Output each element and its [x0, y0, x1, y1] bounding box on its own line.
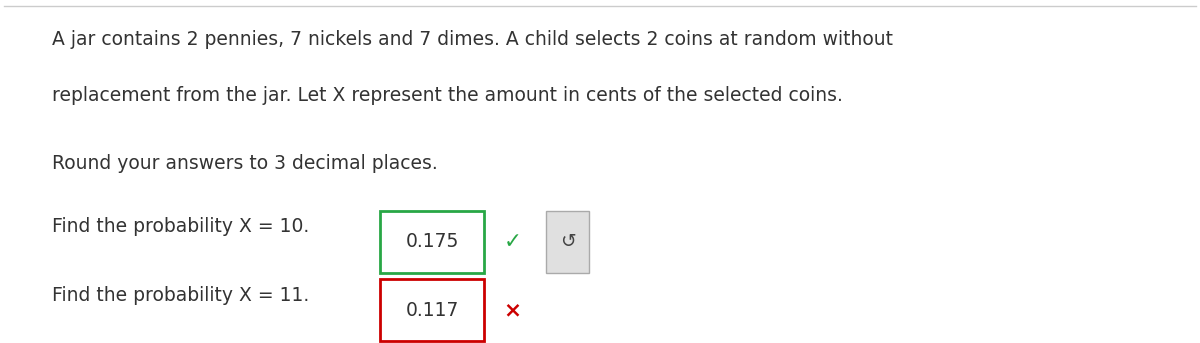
Text: ✓: ✓: [504, 232, 522, 252]
FancyBboxPatch shape: [379, 211, 485, 273]
Text: A jar contains 2 pennies, 7 nickels and 7 dimes. A child selects 2 coins at rand: A jar contains 2 pennies, 7 nickels and …: [52, 30, 893, 49]
Text: Round your answers to 3 decimal places.: Round your answers to 3 decimal places.: [52, 154, 438, 173]
Text: ↺: ↺: [560, 232, 576, 251]
Text: 0.175: 0.175: [406, 232, 458, 251]
Text: Find the probability X = 10.: Find the probability X = 10.: [52, 217, 310, 236]
Text: ×: ×: [504, 300, 522, 320]
Text: Find the probability X = 11.: Find the probability X = 11.: [52, 286, 310, 305]
Text: 0.117: 0.117: [406, 300, 458, 320]
FancyBboxPatch shape: [546, 211, 589, 273]
Text: replacement from the jar. Let X represent the amount in cents of the selected co: replacement from the jar. Let X represen…: [52, 85, 842, 105]
FancyBboxPatch shape: [379, 279, 485, 341]
